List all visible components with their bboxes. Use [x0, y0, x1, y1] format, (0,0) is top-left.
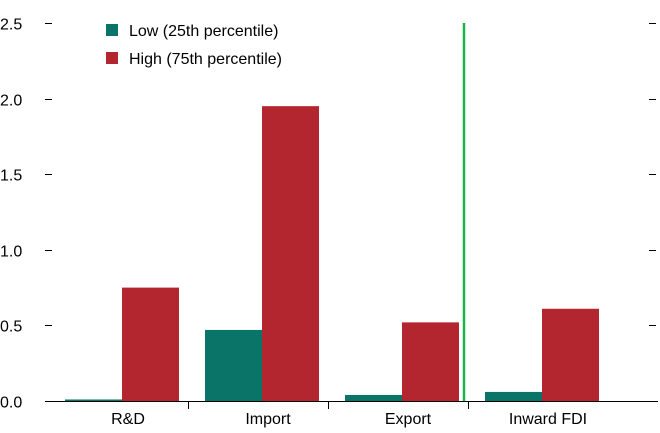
bar-high — [542, 308, 599, 401]
legend-swatch — [106, 24, 118, 36]
legend-swatch — [106, 52, 118, 64]
x-tick-label: R&D — [111, 411, 145, 428]
y-tick-label: 0.0 — [0, 395, 22, 412]
y-tick-label: 1.5 — [0, 168, 22, 185]
legend-label: High (75th percentile) — [129, 51, 282, 68]
bar-low — [205, 329, 262, 401]
y-tick-label: 0.5 — [0, 319, 22, 336]
x-tick-label: Inward FDI — [509, 411, 587, 428]
y-tick-label: 2.0 — [0, 93, 22, 110]
bar-low — [485, 391, 542, 401]
bars — [65, 106, 599, 401]
bar-high — [122, 287, 179, 401]
x-tick-label: Import — [245, 411, 291, 428]
bar-high — [262, 106, 319, 401]
legend-label: Low (25th percentile) — [129, 23, 278, 40]
y-tick-label: 1.0 — [0, 244, 22, 261]
bar-high — [402, 322, 459, 401]
x-tick-label: Export — [385, 411, 432, 428]
bar-low — [345, 394, 402, 401]
legend: Low (25th percentile) High (75th percenti… — [106, 23, 282, 68]
axes: 0.0 0.5 1.0 1.5 2.0 2.5 R&D Import Export Inward … — [0, 17, 658, 428]
bar-low — [65, 399, 122, 401]
y-tick-label: 2.5 — [0, 17, 22, 34]
